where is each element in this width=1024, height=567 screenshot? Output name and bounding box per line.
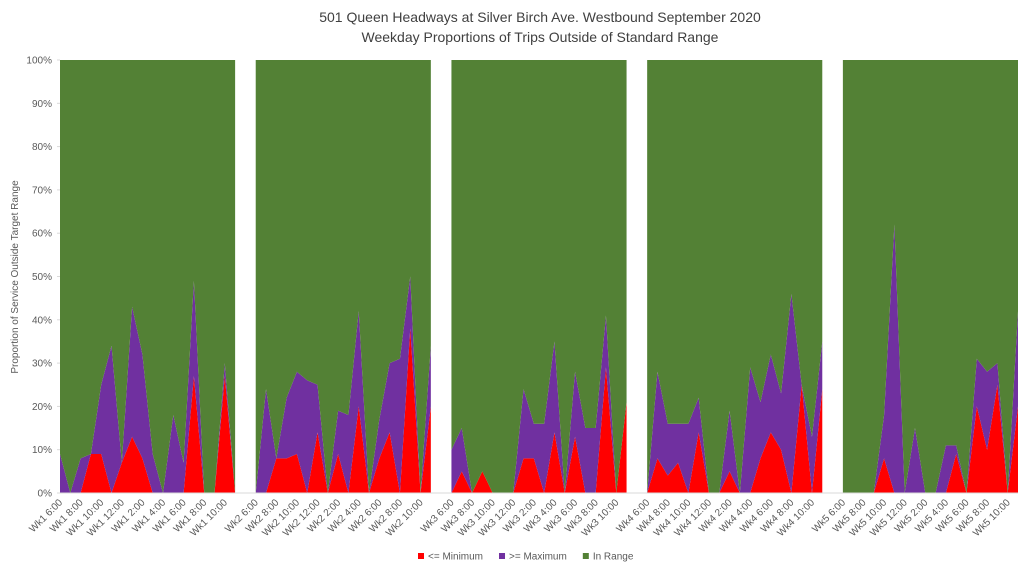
y-tick-label: 70% [32, 185, 52, 196]
area [60, 224, 1018, 494]
chart-subtitle: Weekday Proportions of Trips Outside of … [362, 29, 719, 45]
y-tick-label: 50% [32, 272, 52, 283]
y-tick-label: 0% [38, 489, 53, 500]
legend-swatch [582, 553, 589, 559]
y-tick-label: 90% [32, 99, 52, 110]
legend-swatch [499, 553, 506, 559]
y-tick-label: 40% [32, 315, 52, 326]
legend-swatch [418, 553, 424, 559]
y-axis-label: Proportion of Service Outside Target Ran… [10, 180, 21, 374]
y-tick-label: 80% [32, 142, 52, 153]
y-tick-label: 100% [26, 56, 52, 67]
legend-label: <= Minimum [428, 552, 483, 563]
y-tick-label: 60% [32, 229, 52, 240]
chart-title: 501 Queen Headways at Silver Birch Ave. … [319, 9, 761, 25]
legend-label: In Range [593, 552, 634, 563]
area [60, 60, 1018, 493]
area [60, 328, 1018, 493]
y-tick-label: 20% [32, 402, 52, 413]
y-tick-label: 30% [32, 359, 52, 370]
y-tick-label: 10% [32, 445, 52, 456]
legend-label: >= Maximum [509, 552, 567, 563]
